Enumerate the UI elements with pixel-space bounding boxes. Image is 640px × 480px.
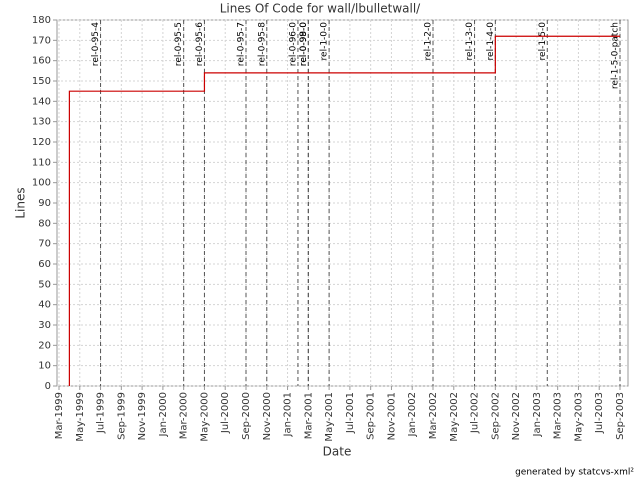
x-tick-label: Nov-2000 <box>262 392 273 440</box>
x-tick-label: Jan-2003 <box>532 392 543 437</box>
x-tick-label: Nov-1999 <box>137 392 148 440</box>
y-tick-label: 170 <box>32 35 51 46</box>
x-tick-label: Jul-1999 <box>96 392 107 434</box>
x-tick-label: Jan-2001 <box>283 392 294 437</box>
release-label: rel-1-2-0 <box>424 22 434 61</box>
x-tick-label: Jan-2000 <box>158 392 169 437</box>
x-tick-label: Nov-2001 <box>386 392 397 440</box>
y-tick-label: 60 <box>38 259 51 270</box>
y-tick-label: 20 <box>38 340 51 351</box>
footer: generated by statcvs-xml² <box>515 468 634 478</box>
y-tick-label: 130 <box>32 117 51 128</box>
release-label: rel-0-95-6 <box>195 22 205 66</box>
line-series <box>68 35 620 386</box>
release-label: rel-0-95-4 <box>91 22 101 66</box>
x-tick-label: Jan-2002 <box>407 392 418 437</box>
y-tick-label: 50 <box>38 279 51 290</box>
x-tick-label: Jul-2003 <box>594 392 605 434</box>
x-tick-label: May-1999 <box>75 392 86 442</box>
y-tick-label: 90 <box>38 198 51 209</box>
y-tick-label: 40 <box>38 300 51 311</box>
release-label: rel-1-0-0 <box>320 22 330 61</box>
y-tick-label: 110 <box>32 157 51 168</box>
x-tick-label: Sep-2003 <box>615 392 626 440</box>
y-tick-label: 10 <box>38 361 51 372</box>
y-tick-label: 70 <box>38 239 51 250</box>
x-tick-label: Mar-2002 <box>428 392 439 439</box>
y-tick-label: 0 <box>45 381 51 392</box>
release-label: rel-1-5-0-patch <box>611 22 621 89</box>
release-label: rel-0-95-5 <box>174 22 184 66</box>
x-tick-label: Jul-2000 <box>220 392 231 434</box>
release-label: rel-1-4-0 <box>486 22 496 61</box>
release-label: rel-1-3-0 <box>465 22 475 61</box>
x-tick-label: Mar-2003 <box>553 392 564 439</box>
x-tick-label: Mar-2001 <box>303 392 314 439</box>
x-axis-label: Date <box>323 445 352 459</box>
y-tick-label: 180 <box>32 15 51 26</box>
x-tick-label: May-2000 <box>199 392 210 442</box>
y-axis-label: Lines <box>14 187 28 218</box>
x-tick-label: Sep-2000 <box>241 392 252 440</box>
y-tick-label: 120 <box>32 137 51 148</box>
y-tick-label: 150 <box>32 76 51 87</box>
x-tick-label: May-2002 <box>449 392 460 442</box>
x-tick-label: May-2003 <box>573 392 584 442</box>
x-tick-label: Sep-2001 <box>366 392 377 440</box>
chart-title: Lines Of Code for wall/lbulletwall/ <box>220 2 421 16</box>
x-tick-label: Sep-2002 <box>490 392 501 440</box>
x-tick-label: Mar-2000 <box>179 392 190 439</box>
x-tick-label: Mar-1999 <box>54 392 65 439</box>
y-tick-label: 160 <box>32 56 51 67</box>
release-label: rel-0-99-0 <box>299 22 309 66</box>
release-label: rel-1-5-0 <box>538 22 548 61</box>
release-label: rel-0-95-7 <box>237 22 247 66</box>
x-tick-label: Jul-2002 <box>470 392 481 434</box>
y-tick-label: 100 <box>32 178 51 189</box>
release-label: rel-0-98-0 <box>299 22 309 66</box>
x-tick-label: Nov-2002 <box>511 392 522 440</box>
release-label: rel-0-96-0 <box>288 22 298 66</box>
x-tick-label: Jul-2001 <box>345 392 356 434</box>
x-tick-label: Sep-1999 <box>116 392 127 440</box>
release-label: rel-0-95-8 <box>257 22 267 66</box>
y-tick-label: 80 <box>38 218 51 229</box>
x-tick-label: May-2001 <box>324 392 335 442</box>
y-tick-label: 30 <box>38 320 51 331</box>
y-tick-label: 140 <box>32 96 51 107</box>
